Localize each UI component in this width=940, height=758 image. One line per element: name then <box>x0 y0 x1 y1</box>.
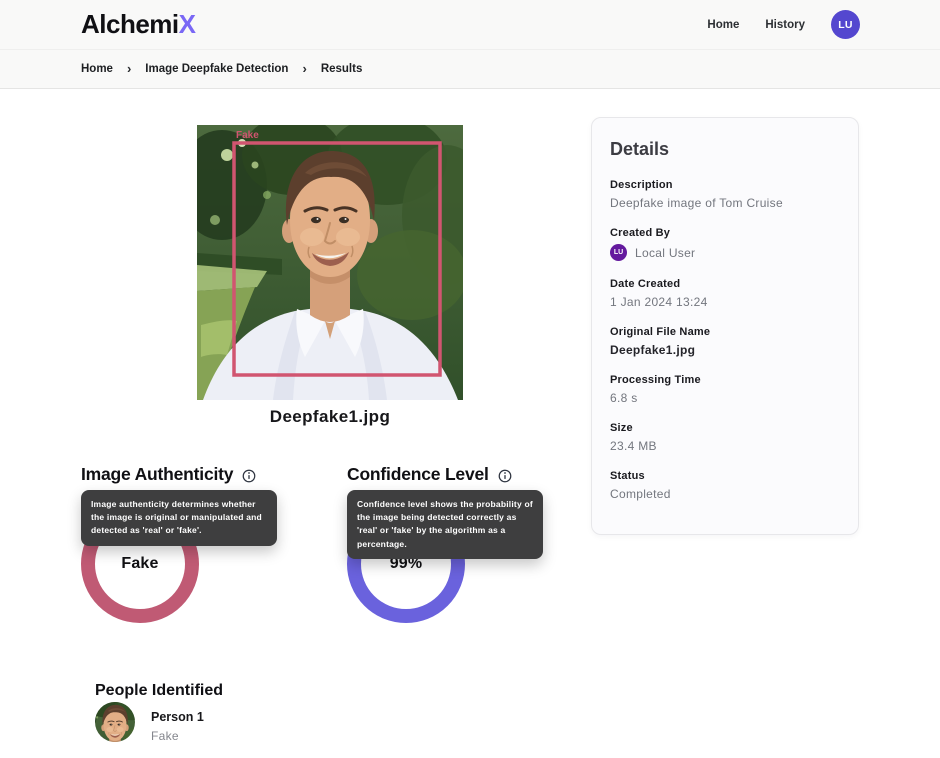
breadcrumb: Home › Image Deepfake Detection › Result… <box>0 50 940 89</box>
field-value: 6.8 s <box>610 391 638 405</box>
creator-name: Local User <box>635 245 696 260</box>
logo-text: Alchemi <box>81 9 179 39</box>
field-description: Description Deepfake image of Tom Cruise <box>610 179 840 210</box>
authenticity-header: Image Authenticity <box>81 464 301 485</box>
app-header: AlchemiX Home History LU <box>0 0 940 50</box>
confidence-title: Confidence Level <box>347 464 489 484</box>
person-status: Fake <box>151 729 179 743</box>
info-icon[interactable] <box>242 469 256 483</box>
logo-accent: X <box>178 9 196 39</box>
details-title: Details <box>610 139 670 159</box>
authenticity-value: Fake <box>121 555 159 572</box>
confidence-value: 99% <box>389 555 423 572</box>
field-label: Size <box>610 422 633 434</box>
field-label: Description <box>610 179 673 191</box>
nav-home[interactable]: Home <box>707 18 740 31</box>
person-list-item[interactable]: Person 1 Fake <box>95 702 204 743</box>
authenticity-section: Image Authenticity Image authenticity de… <box>81 464 301 623</box>
field-value: Deepfake image of Tom Cruise <box>610 196 783 210</box>
person-avatar <box>95 702 135 742</box>
person-info: Person 1 Fake <box>151 702 204 743</box>
people-identified-title: People Identified <box>95 682 224 699</box>
field-value: 1 Jan 2024 13:24 <box>610 295 708 309</box>
field-status: Status Completed <box>610 470 840 501</box>
creator-avatar: LU <box>610 244 627 261</box>
analyzed-photo: Fake <box>197 125 463 400</box>
details-card: Details Description Deepfake image of To… <box>591 117 859 535</box>
face-detection-box <box>232 141 442 377</box>
field-label: Created By <box>610 227 671 239</box>
field-label: Processing Time <box>610 374 701 386</box>
chevron-right-icon: › <box>302 60 307 76</box>
field-label: Date Created <box>610 278 681 290</box>
breadcrumb-results[interactable]: Results <box>320 63 363 75</box>
app-logo[interactable]: AlchemiX <box>81 9 196 40</box>
field-date-created: Date Created 1 Jan 2024 13:24 <box>610 278 840 309</box>
field-value: 23.4 MB <box>610 439 657 453</box>
confidence-section: Confidence Level Confidence level shows … <box>347 464 567 623</box>
breadcrumb-tool[interactable]: Image Deepfake Detection <box>145 63 289 75</box>
field-value: Deepfake1.jpg <box>610 343 696 357</box>
person-name: Person 1 <box>151 710 204 724</box>
top-nav: Home History LU <box>707 10 860 39</box>
breadcrumb-home[interactable]: Home <box>81 63 113 75</box>
nav-history[interactable]: History <box>765 18 805 31</box>
info-icon[interactable] <box>498 469 512 483</box>
field-original-file-name: Original File Name Deepfake1.jpg <box>610 326 840 357</box>
user-avatar[interactable]: LU <box>831 10 860 39</box>
confidence-header: Confidence Level <box>347 464 567 485</box>
field-processing-time: Processing Time 6.8 s <box>610 374 840 405</box>
analyzed-image: Fake <box>197 125 463 400</box>
field-label: Status <box>610 470 645 482</box>
authenticity-title: Image Authenticity <box>81 464 234 484</box>
field-size: Size 23.4 MB <box>610 422 840 453</box>
chevron-right-icon: › <box>126 60 132 76</box>
field-label: Original File Name <box>610 326 711 338</box>
authenticity-tooltip: Image authenticity determines whether th… <box>81 490 277 546</box>
detection-label: Fake <box>236 130 259 141</box>
field-created-by: Created By LU Local User <box>610 227 840 261</box>
creator-row: LU Local User <box>610 244 840 261</box>
status-value: Completed <box>610 487 671 501</box>
image-caption: Deepfake1.jpg <box>269 407 391 426</box>
confidence-tooltip: Confidence level shows the probability o… <box>347 490 543 559</box>
